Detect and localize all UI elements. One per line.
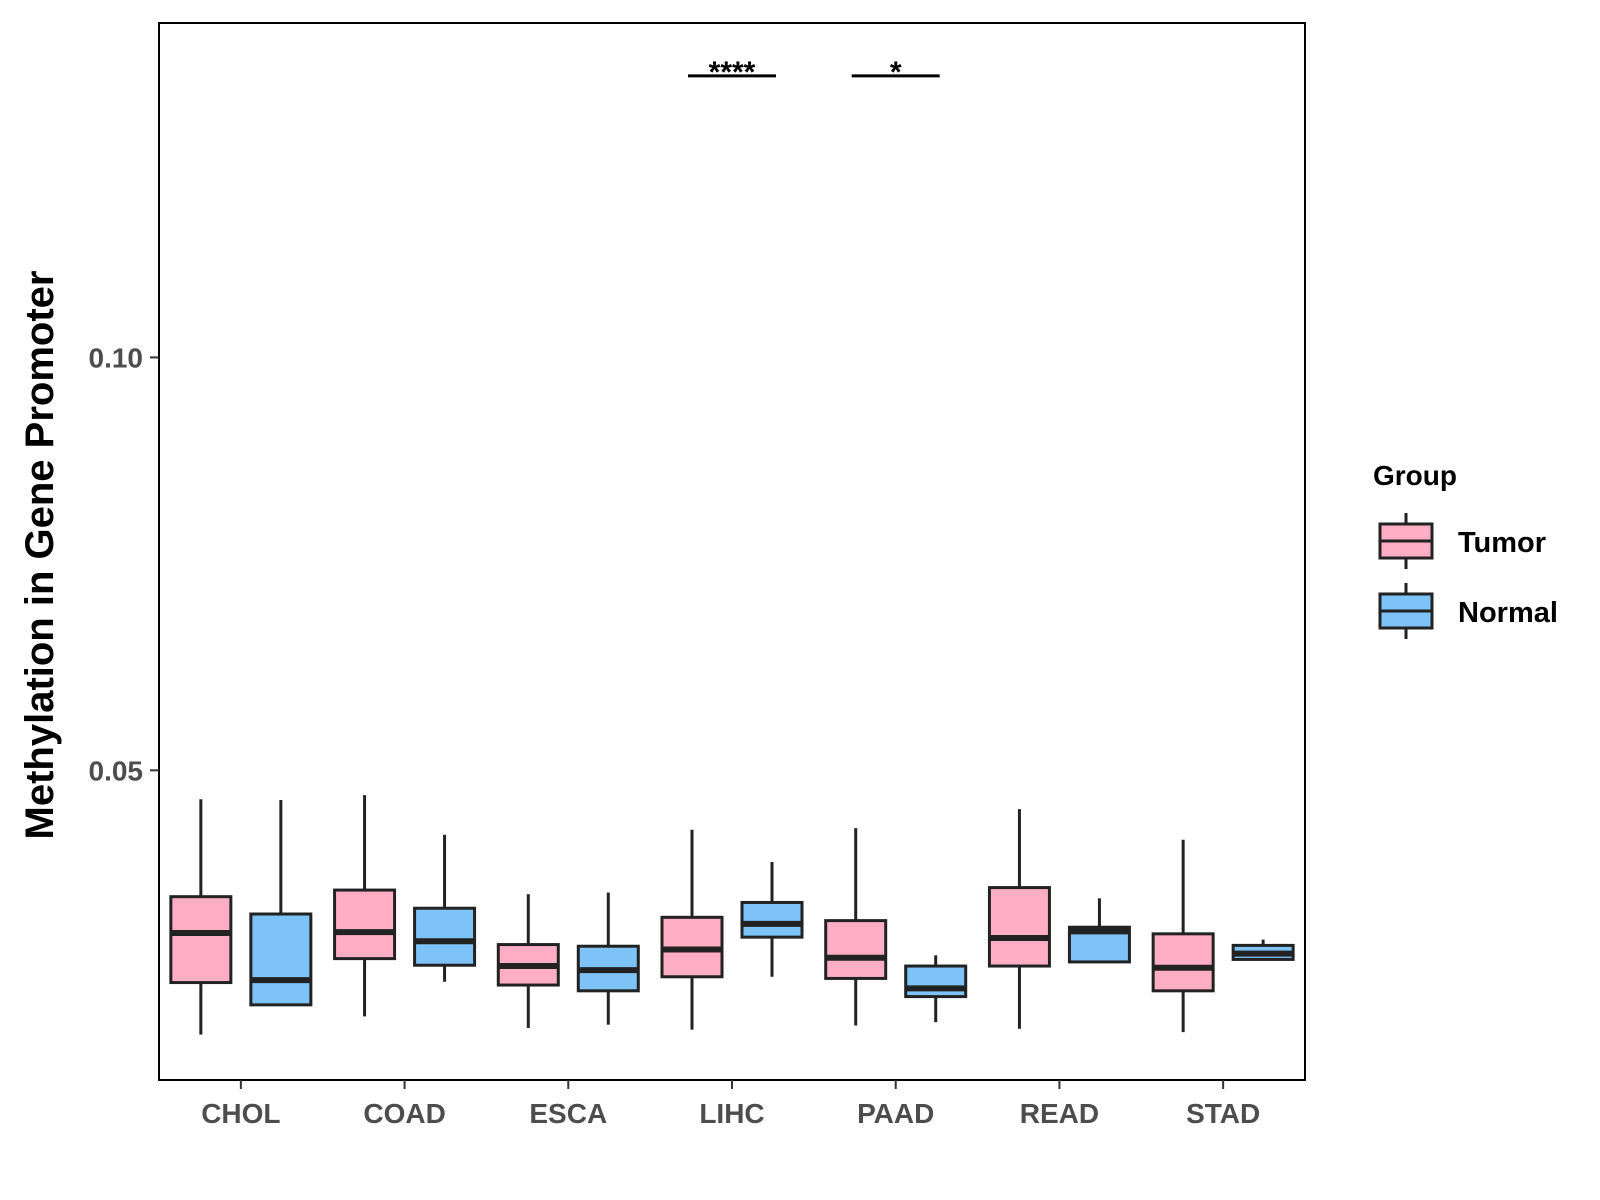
box-normal-chol [249,800,313,1007]
legend-keys [1378,513,1434,639]
box-body [740,900,804,939]
box-body [333,888,397,961]
box-tumor-read [987,809,1051,1029]
box-body [249,912,313,1007]
box-body [1151,932,1215,993]
box-body [824,919,888,980]
box-body [904,964,968,999]
box-normal-esca [576,892,640,1025]
box-tumor-coad [333,795,397,1017]
x-tick-label: PAAD [857,1098,934,1129]
box-body [169,895,233,985]
x-tick-label: COAD [363,1098,445,1129]
legend: Group Tumor Normal [1373,460,1558,639]
legend-title: Group [1373,460,1457,491]
box-normal-coad [413,834,477,982]
legend-key-tumor [1378,513,1434,569]
box-tumor-paad [824,828,888,1026]
significance-annotations: **** * [688,56,940,89]
legend-label-tumor: Tumor [1458,527,1546,559]
box-tumor-stad [1151,839,1215,1033]
box-normal-lihc [740,861,804,977]
significance-label: * [890,56,902,89]
y-tick-label: 0.10 [89,342,144,373]
box-body [413,906,477,967]
x-tick-label: READ [1020,1098,1099,1129]
x-tick-label: CHOL [201,1098,280,1129]
box-normal-read [1067,898,1131,964]
box-tumor-esca [496,894,560,1028]
y-axis-title: Methylation in Gene Promoter [18,271,62,840]
significance-label: **** [709,56,756,89]
box-layer [169,795,1295,1035]
legend-label-normal: Normal [1458,597,1558,629]
plot-panel [158,22,1306,1081]
box-tumor-lihc [660,829,724,1030]
legend-key-normal [1378,583,1434,639]
box-normal-paad [904,955,968,1023]
axes: 0.05 0.10 CHOL COAD ESCA LIHC PAAD READ STAD [89,342,1261,1129]
x-tick-label: STAD [1186,1098,1260,1129]
box-normal-stad [1231,939,1295,961]
y-tick-label: 0.05 [89,755,144,786]
box-body [987,886,1051,968]
box-tumor-chol [169,799,233,1035]
x-tick-label: LIHC [699,1098,764,1129]
x-tick-label: ESCA [529,1098,607,1129]
